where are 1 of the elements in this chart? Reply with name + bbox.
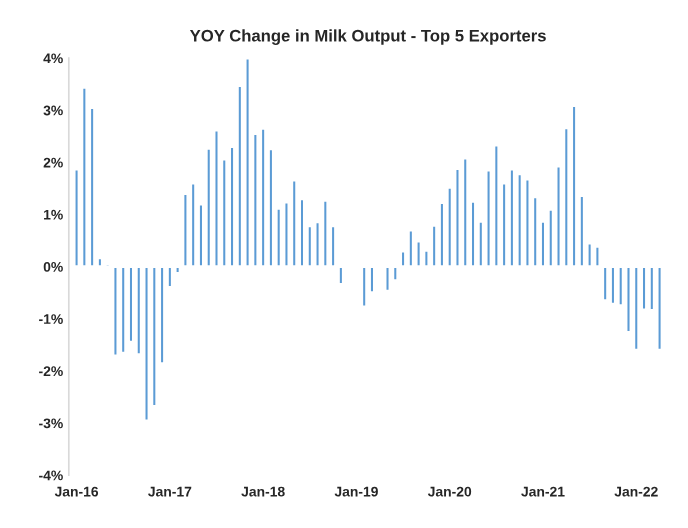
chart-title: YOY Change in Milk Output - Top 5 Exporters: [189, 29, 546, 45]
